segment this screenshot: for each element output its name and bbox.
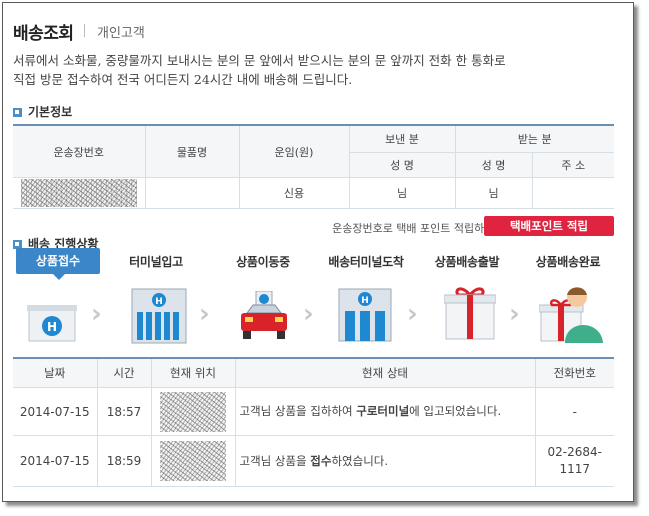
header-receiver: 받는 분 — [455, 125, 614, 153]
chevron-right-icon: › — [303, 299, 314, 329]
status-location-bold: 구로터미널 — [356, 404, 410, 418]
svg-text:H: H — [155, 297, 163, 307]
chevron-right-icon: › — [91, 299, 102, 329]
cell-item — [145, 177, 240, 209]
description-line-1: 서류에서 소화물, 중량물까지 보내시는 분의 문 앞에서 받으시는 분의 문 … — [13, 53, 506, 68]
chevron-right-icon: › — [199, 299, 210, 329]
cell-time: 18:57 — [97, 387, 152, 436]
package-box-icon: H — [27, 293, 77, 347]
terminal-building-icon: H — [130, 287, 188, 349]
cell-date: 2014-07-15 — [13, 387, 98, 436]
cell-time: 18:59 — [97, 435, 152, 487]
chevron-right-icon: › — [407, 299, 418, 329]
points-note: 운송장번호로 택배 포인트 적립하세요. — [332, 222, 508, 235]
basic-info-title: 기본정보 — [28, 105, 73, 119]
step-label-received: 상품접수 — [16, 248, 100, 280]
header-address: 주 소 — [532, 152, 614, 178]
cell-receiver-name: 님 — [455, 177, 533, 209]
step-label-dest-terminal: 배송터미널도착 — [328, 255, 404, 269]
cell-address — [532, 177, 614, 209]
section-bullet-icon — [13, 108, 22, 117]
cell-phone: - — [535, 387, 614, 436]
step-label-in-transit: 상품이동중 — [236, 255, 290, 269]
description-line-2: 직접 방문 접수하여 전국 어디든지 24시간 내에 배송해 드립니다. — [13, 72, 353, 87]
basic-info-table: 운송장번호 물품명 운임(원) 보낸 분 받는 분 성 명 성 명 주 소 신용… — [13, 124, 614, 209]
cell-sender-name: 님 — [349, 177, 456, 209]
table-row: 2014-07-15 18:57 고객님 상품을 집하하여 구로터미널에 입고되… — [13, 387, 614, 436]
tracking-history-table: 날짜 시간 현재 위치 현재 상태 전화번호 2014-07-15 18:57 … — [13, 357, 614, 487]
step-label-terminal-in: 터미널입고 — [129, 255, 183, 269]
location-redacted — [151, 435, 236, 487]
header-date: 날짜 — [13, 358, 98, 388]
svg-text:H: H — [47, 320, 57, 334]
basic-info-heading: 기본정보 — [13, 103, 72, 120]
delivery-truck-icon — [239, 290, 289, 347]
svg-text:H: H — [361, 296, 369, 306]
destination-terminal-icon: H — [337, 287, 393, 347]
cell-status: 고객님 상품을 집하하여 구로터미널에 입고되었습니다. — [235, 387, 536, 436]
table-row: 2014-07-15 18:59 고객님 상품을 접수하였습니다. 02-268… — [13, 435, 614, 487]
earn-points-button[interactable]: 택배포인트 적립 — [484, 216, 614, 236]
tracking-window: 배송조회 개인고객 서류에서 소화물, 중량물까지 보내시는 분의 문 앞에서 … — [2, 2, 634, 502]
chevron-right-icon: › — [509, 299, 520, 329]
header-time: 시간 — [97, 358, 152, 388]
header-status: 현재 상태 — [235, 358, 536, 388]
header-waybill: 운송장번호 — [13, 125, 146, 178]
cell-date: 2014-07-15 — [13, 435, 98, 487]
progress-title: 배송 진행상황 — [28, 237, 99, 251]
header-fare: 운임(원) — [239, 125, 350, 178]
page-subtitle: 개인고객 — [97, 26, 145, 41]
cell-status: 고객님 상품을 접수하였습니다. — [235, 435, 536, 487]
location-redacted — [151, 387, 236, 436]
section-bullet-icon — [13, 240, 22, 249]
progress-heading: 배송 진행상황 — [13, 235, 98, 252]
status-action-bold: 접수 — [310, 453, 332, 468]
cell-fare: 신용 — [239, 177, 350, 209]
cell-phone: 02-2684-1117 — [535, 435, 614, 487]
header-phone: 전화번호 — [535, 358, 614, 388]
title-divider — [84, 24, 85, 37]
step-label-out-for-delivery: 상품배송출발 — [434, 255, 500, 269]
service-description: 서류에서 소화물, 중량물까지 보내시는 분의 문 앞에서 받으시는 분의 문 … — [13, 51, 613, 89]
header-sender-name: 성 명 — [349, 152, 456, 178]
step-label-delivered: 상품배송완료 — [535, 255, 601, 269]
page-title: 배송조회 — [13, 24, 74, 44]
header-sender: 보낸 분 — [349, 125, 456, 153]
header-location: 현재 위치 — [151, 358, 236, 388]
waybill-number-redacted — [13, 177, 146, 209]
header-item: 물품명 — [145, 125, 240, 178]
delivered-customer-icon — [538, 283, 605, 347]
header-receiver-name: 성 명 — [455, 152, 533, 178]
gift-box-icon — [443, 285, 497, 345]
